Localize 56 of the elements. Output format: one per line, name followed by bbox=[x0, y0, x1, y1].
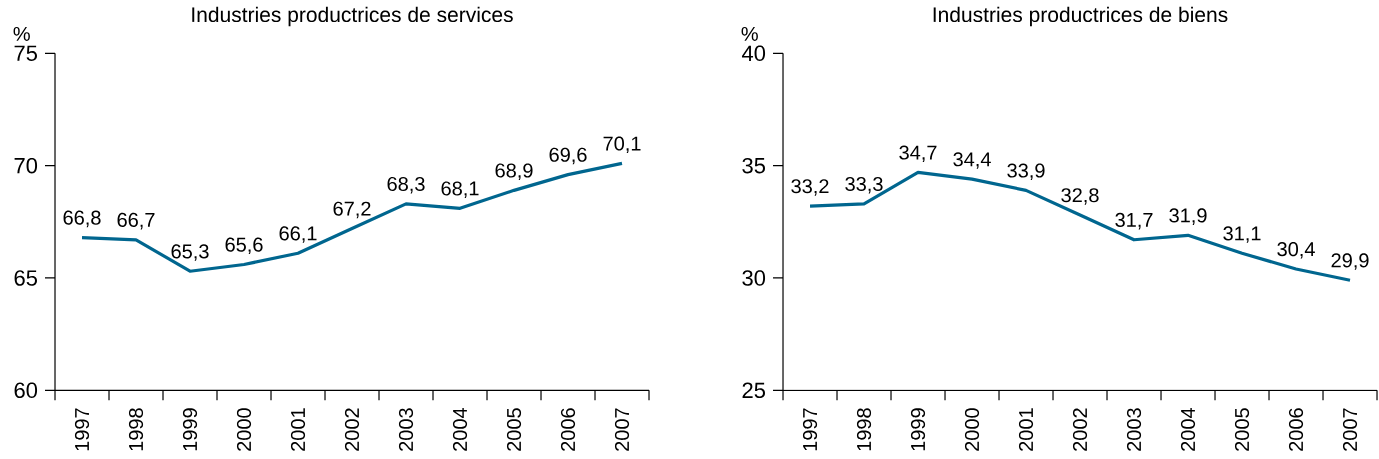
data-label: 33,9 bbox=[1007, 163, 1045, 181]
x-tick-label: 2004 bbox=[1180, 408, 1196, 452]
y-tick-label: 40 bbox=[741, 45, 766, 62]
data-label: 66,1 bbox=[279, 226, 317, 244]
y-tick-label: 65 bbox=[14, 270, 37, 286]
data-label: 31,9 bbox=[1169, 208, 1207, 226]
y-tick-label: 70 bbox=[14, 158, 38, 174]
data-label: 30,4 bbox=[1277, 242, 1315, 259]
data-label: 31,1 bbox=[1223, 226, 1261, 244]
data-label: 68,1 bbox=[441, 181, 479, 199]
x-tick-label: 1999 bbox=[910, 408, 926, 451]
y-axis-title: % bbox=[741, 27, 758, 42]
data-label: 70,1 bbox=[603, 136, 641, 154]
y-tick-label: 25 bbox=[742, 382, 765, 399]
x-tick-label: 2003 bbox=[398, 408, 414, 452]
x-tick-label: 2007 bbox=[1342, 408, 1358, 452]
x-tick-label: 2002 bbox=[1072, 408, 1088, 452]
y-tick-label: 60 bbox=[14, 382, 38, 399]
x-tick-label: 1998 bbox=[856, 408, 872, 451]
y-tick-label: 75 bbox=[14, 45, 37, 62]
data-label: 34,7 bbox=[899, 145, 937, 163]
x-tick-label: 2002 bbox=[344, 408, 360, 452]
data-label: 33,2 bbox=[791, 179, 829, 196]
x-tick-label: 2001 bbox=[290, 408, 306, 452]
x-tick-label: 2004 bbox=[452, 408, 468, 452]
x-tick-label: 2001 bbox=[1018, 408, 1034, 452]
data-label: 65,3 bbox=[171, 244, 209, 262]
data-label: 33,3 bbox=[845, 177, 883, 194]
x-tick-label: 2000 bbox=[964, 408, 980, 452]
data-label: 66,7 bbox=[117, 213, 155, 230]
x-tick-label: 2005 bbox=[1234, 408, 1250, 452]
x-tick-label: 1997 bbox=[802, 408, 818, 451]
x-tick-label: 1997 bbox=[74, 408, 90, 451]
data-label: 68,3 bbox=[387, 177, 425, 194]
x-tick-label: 2006 bbox=[1288, 408, 1304, 452]
y-axis-title: % bbox=[13, 27, 30, 42]
x-tick-label: 2005 bbox=[506, 408, 522, 452]
x-tick-label: 2007 bbox=[614, 408, 630, 452]
data-label: 31,7 bbox=[1115, 213, 1153, 230]
y-tick-label: 35 bbox=[742, 158, 765, 174]
y-tick-label: 30 bbox=[742, 270, 766, 286]
chart-title: Industries productrices de biens bbox=[933, 6, 1228, 27]
x-tick-label: 1998 bbox=[128, 408, 144, 451]
data-label: 34,4 bbox=[953, 152, 991, 169]
data-label: 65,6 bbox=[225, 237, 263, 255]
x-tick-label: 1999 bbox=[182, 408, 198, 451]
x-tick-label: 2003 bbox=[1126, 408, 1142, 452]
data-label: 32,8 bbox=[1061, 188, 1099, 205]
data-label: 66,8 bbox=[63, 210, 101, 228]
data-label: 67,2 bbox=[333, 201, 371, 219]
x-tick-label: 2006 bbox=[560, 408, 576, 452]
data-label: 29,9 bbox=[1331, 253, 1369, 271]
data-label: 69,6 bbox=[549, 147, 587, 165]
x-tick-label: 2000 bbox=[236, 408, 252, 452]
chart-title: Industries productrices de services bbox=[192, 6, 513, 27]
data-label: 68,9 bbox=[495, 163, 533, 181]
